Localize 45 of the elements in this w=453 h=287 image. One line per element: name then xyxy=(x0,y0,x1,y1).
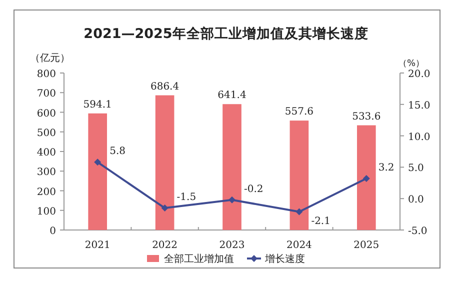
point xyxy=(228,196,236,204)
y-tick-label: 300 xyxy=(36,167,56,178)
bar xyxy=(155,95,174,230)
y2-tick-label: 0.0 xyxy=(408,194,424,206)
y2-tick-label: 5.0 xyxy=(408,163,424,174)
y2-axis-title: （%） xyxy=(398,59,425,69)
data-label: 5.8 xyxy=(110,146,126,158)
point xyxy=(362,175,370,182)
y2-tick-label: -5.0 xyxy=(408,226,428,237)
point xyxy=(94,158,102,166)
bar xyxy=(222,104,242,230)
data-label: 3.2 xyxy=(378,162,394,174)
y2-tick-label: 20.0 xyxy=(408,69,430,80)
data-label: 594.1 xyxy=(83,99,112,110)
x-tick-label: 2023 xyxy=(219,240,245,251)
y-tick-label: 600 xyxy=(36,108,56,120)
y-tick-label: 0 xyxy=(50,226,56,237)
legend-label: 全部工业增加值 xyxy=(164,253,234,265)
point xyxy=(296,208,303,216)
bar xyxy=(356,125,376,230)
y-tick-label: 500 xyxy=(36,128,56,139)
x-tick-label: 2025 xyxy=(354,240,380,251)
x-tick-label: 2024 xyxy=(286,240,312,251)
y-tick-label: 100 xyxy=(36,206,56,218)
data-label: -1.5 xyxy=(176,192,196,204)
y-tick-label: 700 xyxy=(36,88,56,100)
x-tick-label: 2021 xyxy=(84,240,110,251)
bar xyxy=(290,120,309,230)
chart-title: 2021—2025年全部工业增加值及其增长速度 xyxy=(84,25,368,42)
legend-label: 增长速度 xyxy=(264,253,305,265)
y-axis-title: （亿元） xyxy=(30,53,70,64)
y-tick-label: 800 xyxy=(36,69,56,80)
y2-tick-label: 10.0 xyxy=(408,132,430,143)
x-tick-label: 2022 xyxy=(152,240,178,251)
data-label: 557.6 xyxy=(284,106,314,118)
y2-tick-label: 15.0 xyxy=(408,100,430,112)
bar xyxy=(88,113,108,230)
data-label: 533.6 xyxy=(352,111,381,122)
data-label: 641.4 xyxy=(218,90,246,102)
y-tick-label: 400 xyxy=(36,148,56,158)
data-label: 686.4 xyxy=(150,81,180,92)
y-tick-label: 200 xyxy=(36,186,56,198)
data-label: -2.1 xyxy=(311,216,330,227)
point xyxy=(161,204,168,212)
data-label: -0.2 xyxy=(244,184,264,195)
